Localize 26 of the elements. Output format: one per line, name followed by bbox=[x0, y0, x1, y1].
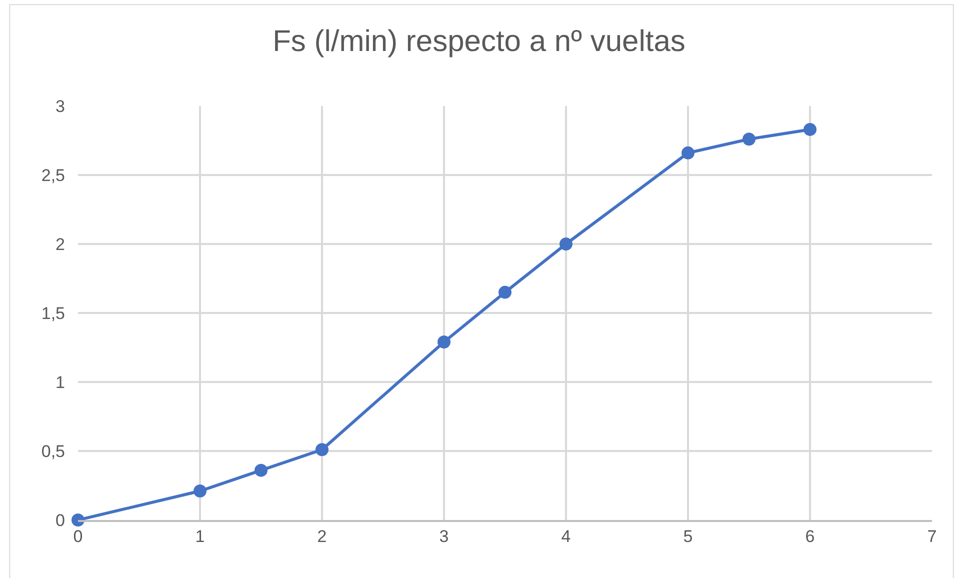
point bbox=[254, 464, 268, 477]
y-tick-label: 0,5 bbox=[41, 442, 65, 461]
point bbox=[742, 132, 756, 146]
x-tick-label: 6 bbox=[805, 527, 815, 546]
y-tick-label: 0 bbox=[56, 510, 65, 530]
x-tick-label: 2 bbox=[317, 527, 327, 546]
y-tick-label: 1 bbox=[56, 372, 65, 392]
point bbox=[804, 122, 816, 136]
point bbox=[498, 286, 512, 299]
point bbox=[560, 238, 572, 250]
x-tick-label: 7 bbox=[927, 527, 937, 546]
chart-title: Fs (l/min) respecto a nº vueltas bbox=[272, 24, 686, 58]
y-tick-label: 3 bbox=[56, 96, 65, 116]
point bbox=[316, 443, 328, 456]
y-tick-label: 2,5 bbox=[41, 166, 65, 185]
x-tick-label: 4 bbox=[561, 527, 571, 546]
x-tick-label: 1 bbox=[195, 527, 205, 546]
point bbox=[438, 335, 450, 348]
y-tick-label: 2 bbox=[56, 234, 65, 254]
point bbox=[72, 514, 84, 526]
y-tick-label: 1,5 bbox=[41, 304, 65, 323]
x-tick-label: 5 bbox=[683, 527, 693, 546]
x-tick-label: 3 bbox=[439, 527, 449, 546]
point bbox=[194, 484, 206, 498]
x-tick-label: 0 bbox=[73, 527, 83, 546]
point bbox=[682, 146, 694, 160]
